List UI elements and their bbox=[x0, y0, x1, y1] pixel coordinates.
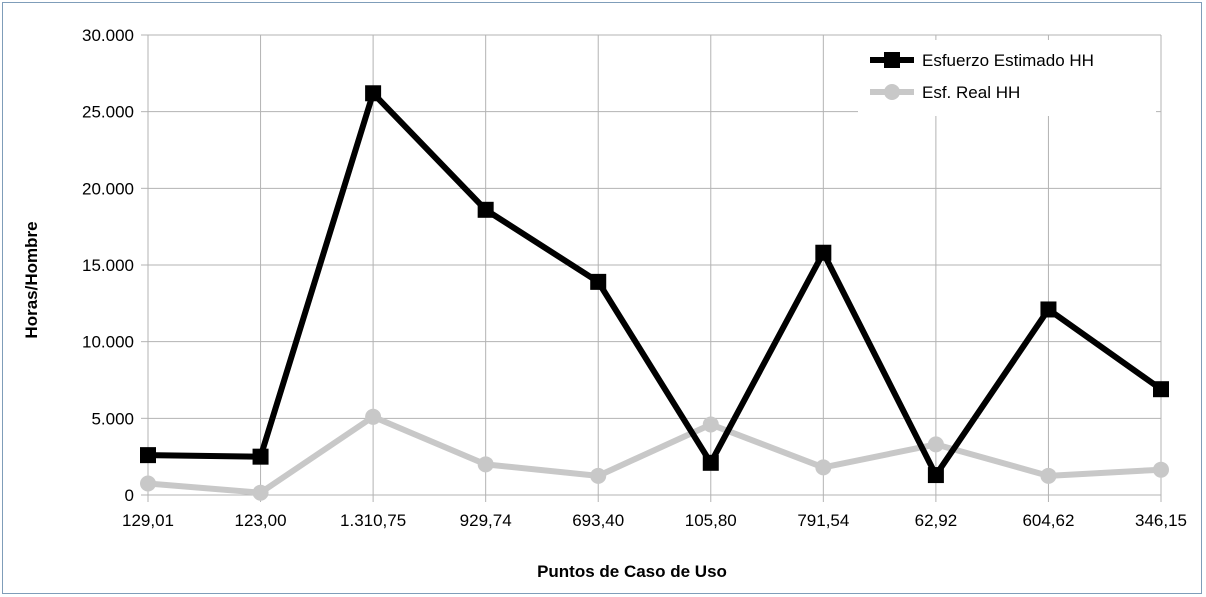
data-point-marker bbox=[140, 475, 156, 492]
x-tick-label: 791,54 bbox=[797, 511, 849, 530]
series-line bbox=[147, 90, 1163, 479]
legend-label: Esfuerzo Estimado HH bbox=[922, 51, 1094, 70]
data-point-marker bbox=[365, 85, 382, 102]
x-tick-label: 105,80 bbox=[685, 511, 737, 530]
data-point-marker bbox=[140, 447, 156, 464]
x-tick-label: 929,74 bbox=[460, 511, 512, 530]
y-tick-label: 25.000 bbox=[82, 103, 134, 122]
x-tick-label: 1.310,75 bbox=[340, 511, 406, 530]
data-point-marker bbox=[1153, 461, 1169, 478]
gridlines bbox=[141, 34, 1162, 502]
legend-label: Esf. Real HH bbox=[922, 83, 1020, 102]
data-point-marker bbox=[252, 484, 269, 501]
data-point-marker bbox=[927, 467, 944, 484]
data-point-marker bbox=[590, 273, 607, 290]
data-point-marker bbox=[477, 456, 494, 473]
data-point-marker bbox=[702, 454, 719, 471]
data-point-marker bbox=[365, 408, 382, 425]
y-tick-label: 30.000 bbox=[82, 26, 134, 45]
legend-marker bbox=[884, 52, 900, 68]
legend: Esfuerzo Estimado HH Esf. Real HH bbox=[858, 40, 1156, 116]
y-tick-label: 20.000 bbox=[82, 179, 134, 198]
data-point-marker bbox=[815, 244, 832, 261]
data-point-marker bbox=[477, 201, 494, 218]
legend-box bbox=[858, 40, 1156, 116]
y-tick-label: 15.000 bbox=[82, 256, 134, 275]
data-point-marker bbox=[1040, 467, 1057, 484]
data-point-marker bbox=[927, 436, 944, 453]
x-tick-label: 604,62 bbox=[1022, 511, 1074, 530]
data-point-marker bbox=[252, 448, 269, 465]
data-point-marker bbox=[815, 459, 832, 476]
data-point-marker bbox=[1040, 301, 1057, 318]
x-tick-label: 123,00 bbox=[235, 511, 287, 530]
x-axis-title: Puntos de Caso de Uso bbox=[537, 562, 727, 581]
series-lines bbox=[140, 85, 1169, 501]
data-point-marker bbox=[590, 467, 607, 484]
y-tick-label: 0 bbox=[125, 486, 134, 505]
data-point-marker bbox=[702, 416, 719, 433]
x-tick-label: 62,92 bbox=[915, 511, 958, 530]
y-axis-title: Horas/Hombre bbox=[22, 221, 41, 338]
x-tick-label: 129,01 bbox=[122, 511, 174, 530]
legend-marker bbox=[884, 84, 900, 100]
series-line bbox=[147, 413, 1162, 496]
x-tick-labels: 129,01 123,00 1.310,75 929,74 693,40 105,80 79… bbox=[122, 511, 1187, 530]
x-tick-label: 346,15 bbox=[1135, 511, 1187, 530]
y-tick-label: 5.000 bbox=[91, 409, 134, 428]
x-tick-label: 693,40 bbox=[572, 511, 624, 530]
y-tick-label: 10.000 bbox=[82, 333, 134, 352]
data-point-marker bbox=[1153, 381, 1169, 398]
y-tick-labels: 0 5.000 10.000 15.000 20.000 25.000 30.000 bbox=[82, 26, 134, 505]
